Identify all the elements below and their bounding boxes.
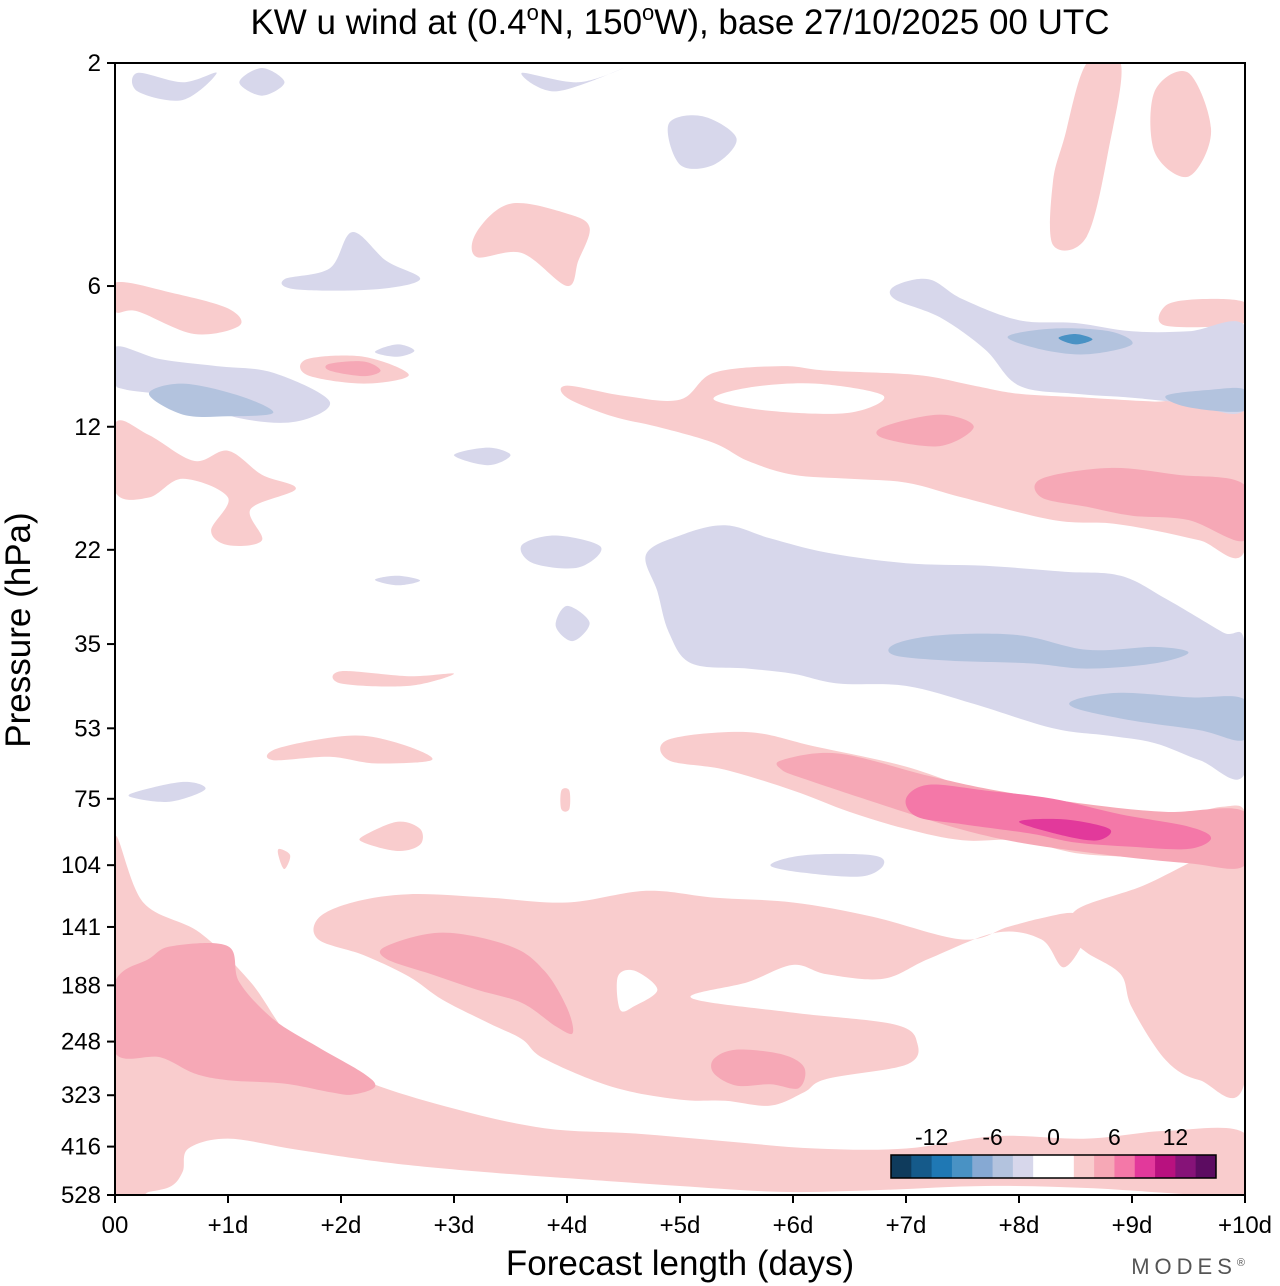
contour-region-blue2-42 <box>1069 692 1245 741</box>
colorbar-swatch <box>1012 1155 1034 1178</box>
colorbar-swatch <box>1073 1155 1095 1178</box>
x-tick-label: +10d <box>1218 1212 1272 1239</box>
colorbar-swatch <box>1033 1155 1054 1178</box>
contour-gap-0 <box>713 383 885 414</box>
contour-region-pink1-10 <box>1150 70 1212 178</box>
contour-region-pink2-21 <box>1034 467 1245 542</box>
y-tick-label: 416 <box>61 1134 101 1161</box>
contour-region-blue1-39 <box>374 575 421 586</box>
contour-region-blue1-36 <box>770 853 885 877</box>
colorbar-swatch <box>931 1155 953 1178</box>
contour-region-pink1-8 <box>115 420 296 546</box>
y-tick-label: 104 <box>61 852 101 879</box>
x-axis-label: Forecast length (days) <box>506 1244 854 1283</box>
colorbar-swatch <box>1053 1155 1075 1178</box>
contour-region-pink1-9 <box>1049 63 1122 251</box>
x-tick-label: +9d <box>1112 1212 1153 1239</box>
colorbar: -12 -6 0 6 12 <box>890 1124 1217 1179</box>
y-tick-label: 528 <box>61 1182 101 1209</box>
contour-region-pink2-22 <box>876 414 974 447</box>
contour-region-pink1-2 <box>1070 831 1245 1098</box>
colorbar-label: -6 <box>982 1124 1002 1150</box>
x-tick-label: 00 <box>102 1212 129 1239</box>
contour-region-blue1-34 <box>555 605 590 642</box>
y-tick-label: 2 <box>88 50 101 77</box>
y-axis: 2 6 12 22 35 53 75 104 141 188 248 323 416 528 <box>61 50 115 1209</box>
x-axis: 00 +1d +2d +3d +4d +5d +6d +7d +8d +9d +10d <box>102 1195 1272 1239</box>
y-axis-label: Pressure (hPa) <box>0 512 38 747</box>
colorbar-swatch <box>951 1155 973 1178</box>
colorbar-swatch <box>1094 1155 1115 1178</box>
colorbar-swatch <box>972 1155 993 1178</box>
contour-region-pink2-19 <box>711 1049 806 1089</box>
y-tick-label: 323 <box>61 1082 101 1109</box>
modes-logo: MODES® <box>1131 1254 1250 1279</box>
x-tick-label: +4d <box>547 1212 588 1239</box>
x-tick-label: +5d <box>660 1212 701 1239</box>
y-tick-label: 22 <box>74 537 101 564</box>
colorbar-swatch <box>1195 1155 1217 1178</box>
contour-region-pink2-23 <box>325 361 381 377</box>
contour-gap-1 <box>616 969 658 1012</box>
contour-region-pink1-1 <box>313 890 1088 1106</box>
y-tick-label: 35 <box>74 631 101 658</box>
contour-region-pink2-18 <box>379 932 574 1035</box>
colorbar-swatch <box>1114 1155 1136 1178</box>
colorbar-label: 12 <box>1163 1124 1189 1150</box>
contour-region-blue1-30 <box>131 72 217 101</box>
contour-region-pink1-16 <box>560 788 571 812</box>
contour-region-blue1-32 <box>667 115 737 169</box>
colorbar-frame <box>890 1154 1217 1179</box>
colorbar-swatch <box>1175 1155 1197 1178</box>
colorbar-label: -12 <box>915 1124 948 1150</box>
contour-region-blue3-46 <box>1058 333 1093 345</box>
contour-region-pink1-15 <box>277 848 291 870</box>
contour-region-blue1-37 <box>374 344 415 357</box>
contour-region-pink1-0 <box>115 835 1245 1195</box>
contour-region-pink1-12 <box>332 671 454 687</box>
contour-fills <box>115 63 1245 1195</box>
contour-region-pink1-5 <box>471 203 590 287</box>
x-tick-label: +7d <box>886 1212 927 1239</box>
contour-region-pink1-6 <box>115 281 242 335</box>
y-tick-label: 12 <box>74 414 101 441</box>
contour-region-pink2-17 <box>115 943 376 1095</box>
contour-region-pink3-24 <box>905 784 1212 850</box>
y-tick-label: 248 <box>61 1029 101 1056</box>
contour-region-pink1-13 <box>266 735 433 764</box>
colorbar-label: 6 <box>1108 1124 1121 1150</box>
colorbar-swatch <box>891 1155 912 1178</box>
contour-region-blue1-33 <box>520 535 602 569</box>
contour-region-pink1-4 <box>560 366 1245 559</box>
contour-region-pink1-14 <box>359 821 423 852</box>
colorbar-swatch <box>1155 1155 1176 1178</box>
contour-region-pink4-25 <box>1019 818 1112 841</box>
colorbar-swatch <box>992 1155 1014 1178</box>
chart-title: KW u wind at (0.4oN, 150oW), base 27/10/… <box>250 0 1109 42</box>
contour-region-blue1-28 <box>115 346 330 423</box>
y-tick-label: 6 <box>88 273 101 300</box>
contour-region-blue2-45 <box>1165 387 1245 412</box>
contour-region-blue2-41 <box>888 633 1189 669</box>
x-tick-label: +2d <box>321 1212 362 1239</box>
contour-region-blue1-40 <box>454 447 511 466</box>
contour-region-blue1-38 <box>239 68 285 96</box>
colorbar-swatch <box>911 1155 933 1178</box>
x-tick-label: +3d <box>434 1212 475 1239</box>
contour-region-blue1-29 <box>281 232 421 291</box>
contour-region-blue2-43 <box>148 383 274 417</box>
contour-region-blue1-31 <box>521 67 624 92</box>
y-tick-label: 75 <box>74 786 101 813</box>
contour-region-blue1-35 <box>128 781 206 802</box>
y-tick-label: 53 <box>74 715 101 742</box>
x-tick-label: +6d <box>773 1212 814 1239</box>
x-tick-label: +1d <box>208 1212 249 1239</box>
colorbar-swatch <box>1134 1155 1156 1178</box>
colorbar-label: 0 <box>1047 1124 1060 1150</box>
y-tick-label: 141 <box>61 914 101 941</box>
x-tick-label: +8d <box>999 1212 1040 1239</box>
contour-region-pink1-11 <box>1158 298 1245 328</box>
y-tick-label: 188 <box>61 972 101 999</box>
